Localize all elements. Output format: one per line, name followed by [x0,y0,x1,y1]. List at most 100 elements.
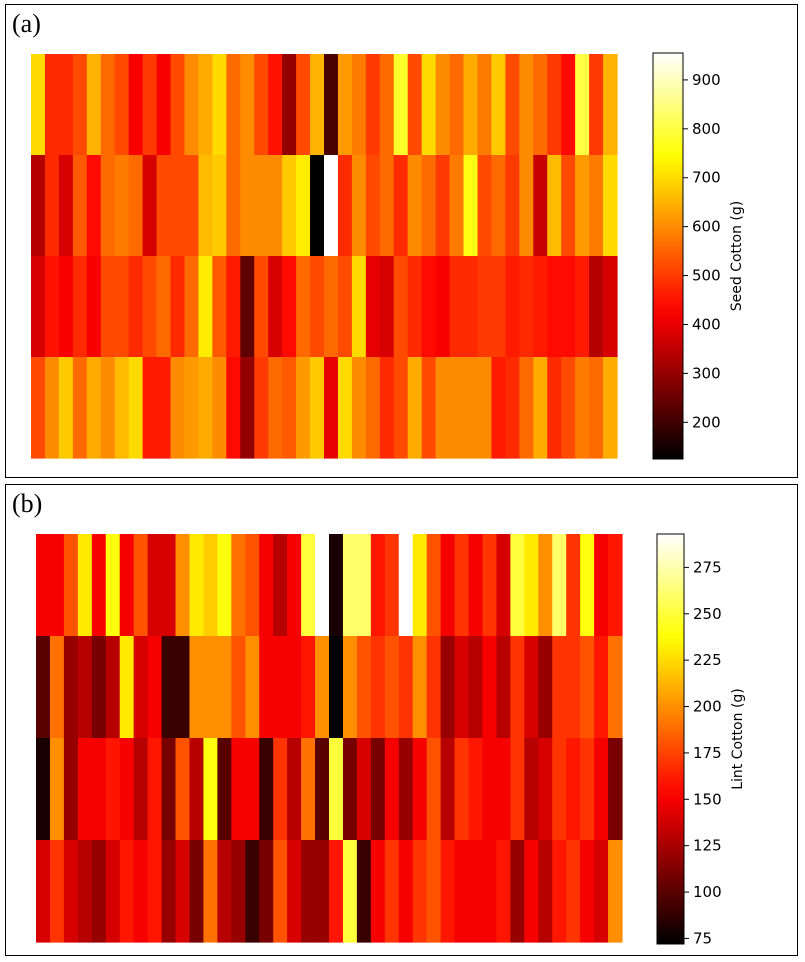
heatmap-cell [435,357,451,459]
heatmap-cell [203,636,218,739]
heatmap-cell [231,840,246,943]
heatmap-cell [170,155,186,257]
heatmap-cell [538,840,553,943]
heatmap-cell [463,357,479,459]
heatmap-cell [575,357,590,459]
colorbar-label: Seed Cotton (g) [729,201,745,311]
heatmap-cell [259,738,274,841]
heatmap-cell [58,54,74,156]
heatmap-cell [496,738,511,841]
heatmap-cell [49,636,65,739]
heatmap-cell [170,357,186,459]
heatmap-cell [287,534,302,637]
heatmap-cell [449,256,465,358]
heatmap-cell [31,256,46,358]
heatmap-cell [77,534,93,637]
heatmap-cell [296,155,311,257]
heatmap-cell [31,54,46,156]
heatmap-cell [356,534,372,637]
heatmap-cell [63,738,79,841]
heatmap-cell [147,534,163,637]
heatmap-cell [161,738,177,841]
heatmap-cell [477,357,493,459]
heatmap-cell [301,738,316,841]
heatmap-cell [491,155,506,257]
heatmap-cell [412,738,428,841]
heatmap-cell [147,840,163,943]
heatmap-cell [128,357,144,459]
heatmap-cell [575,256,590,358]
heatmap-cell [566,636,581,739]
heatmap-cell [356,840,372,943]
heatmap-cell [580,840,595,943]
heatmap-cell [603,357,618,459]
heatmap-cell [379,357,395,459]
heatmap-cell [491,256,506,358]
heatmap-cell [86,357,102,459]
colorbar-tick-label: 75 [693,929,712,947]
heatmap-cell [477,155,493,257]
heatmap-cell [524,636,539,739]
heatmap-cell [184,155,200,257]
heatmap-cell [384,738,400,841]
heatmap-cell [156,357,172,459]
heatmap-cell [203,534,218,637]
heatmap-cell [133,534,149,637]
heatmap-cell [49,738,65,841]
heatmap-cell [273,534,288,637]
heatmap-cell [379,256,395,358]
heatmap-cell [91,636,107,739]
heatmap-cell [184,54,200,156]
heatmap-cell [435,256,451,358]
heatmap-cell [44,357,60,459]
heatmap-cell [161,636,177,739]
heatmap-cell [114,54,130,156]
heatmap-cell [379,155,395,257]
heatmap-cell [324,357,339,459]
heatmap-cell [552,738,567,841]
heatmap-cell [468,534,484,637]
heatmap-cell [608,738,623,841]
colorbar-tick-label: 175 [693,744,722,762]
heatmap-cell [296,54,311,156]
heatmap-cell [533,155,548,257]
heatmap-cell [547,256,562,358]
heatmap-cell [212,357,227,459]
panel-label-b: (b) [12,489,43,518]
heatmap-cell [175,636,191,739]
colorbar-tick-label: 300 [692,364,721,382]
heatmap-cell [36,738,51,841]
heatmap-cell [72,357,88,459]
heatmap-cell [44,155,60,257]
heatmap-cell [589,256,604,358]
colorbar-tick-label: 700 [692,169,721,187]
heatmap-cell [184,256,200,358]
heatmap-cell [519,256,534,358]
heatmap-cell [594,636,609,739]
heatmap-cell [114,155,130,257]
colorbar [656,533,685,945]
heatmap-cell [538,534,553,637]
heatmap-cell [231,534,246,637]
heatmap-cell [100,54,116,156]
heatmap-cell [119,738,135,841]
heatmap-cell [77,840,93,943]
heatmap-cell [398,840,414,943]
heatmap-cell [226,155,241,257]
colorbar-tick-label: 600 [692,218,721,236]
heatmap-cell [161,840,177,943]
heatmap-cell [63,840,79,943]
heatmap-cell [342,636,358,739]
heatmap-cell [365,155,381,257]
heatmap-cell [407,54,423,156]
heatmap-cell [351,357,367,459]
heatmap-cell [454,840,470,943]
heatmap-cell [454,534,470,637]
heatmap-cell [72,155,88,257]
heatmap-cell [370,636,386,739]
heatmap-cell [31,155,46,257]
heatmap-cell [449,357,465,459]
heatmap-cell [421,357,437,459]
heatmap-cell [133,636,149,739]
heatmap-cell [491,357,506,459]
